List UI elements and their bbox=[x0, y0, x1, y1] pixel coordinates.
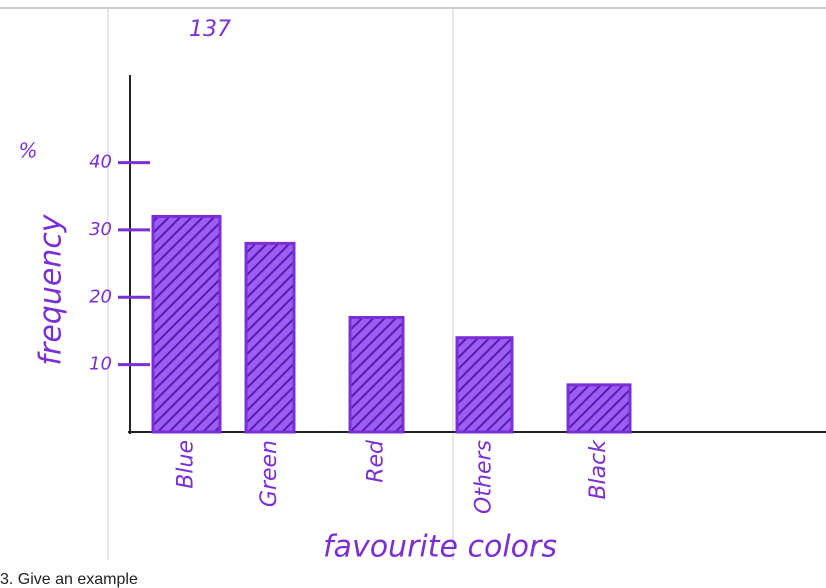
y-tick-label: 40 bbox=[89, 152, 112, 173]
y-tick-label: 20 bbox=[89, 286, 112, 307]
bar bbox=[455, 336, 514, 434]
y-axis-label: frequency bbox=[34, 213, 69, 365]
bar bbox=[151, 214, 222, 434]
x-axis-label: favourite colors bbox=[323, 530, 557, 565]
bar bbox=[348, 315, 405, 434]
bar bbox=[244, 241, 296, 434]
footer-question: 3. Give an example bbox=[0, 571, 138, 588]
x-tick-label: Others bbox=[472, 440, 497, 514]
y-axis-unit: % bbox=[18, 139, 37, 163]
annotation: 137 bbox=[189, 17, 231, 42]
x-tick-label: Green bbox=[257, 440, 282, 507]
y-tick-label: 10 bbox=[89, 354, 112, 375]
y-tick-label: 30 bbox=[89, 219, 112, 240]
x-tick-label: Red bbox=[364, 439, 389, 483]
bar bbox=[566, 383, 632, 434]
x-tick-label: Blue bbox=[174, 440, 199, 489]
x-tick-label: Black bbox=[586, 439, 611, 500]
